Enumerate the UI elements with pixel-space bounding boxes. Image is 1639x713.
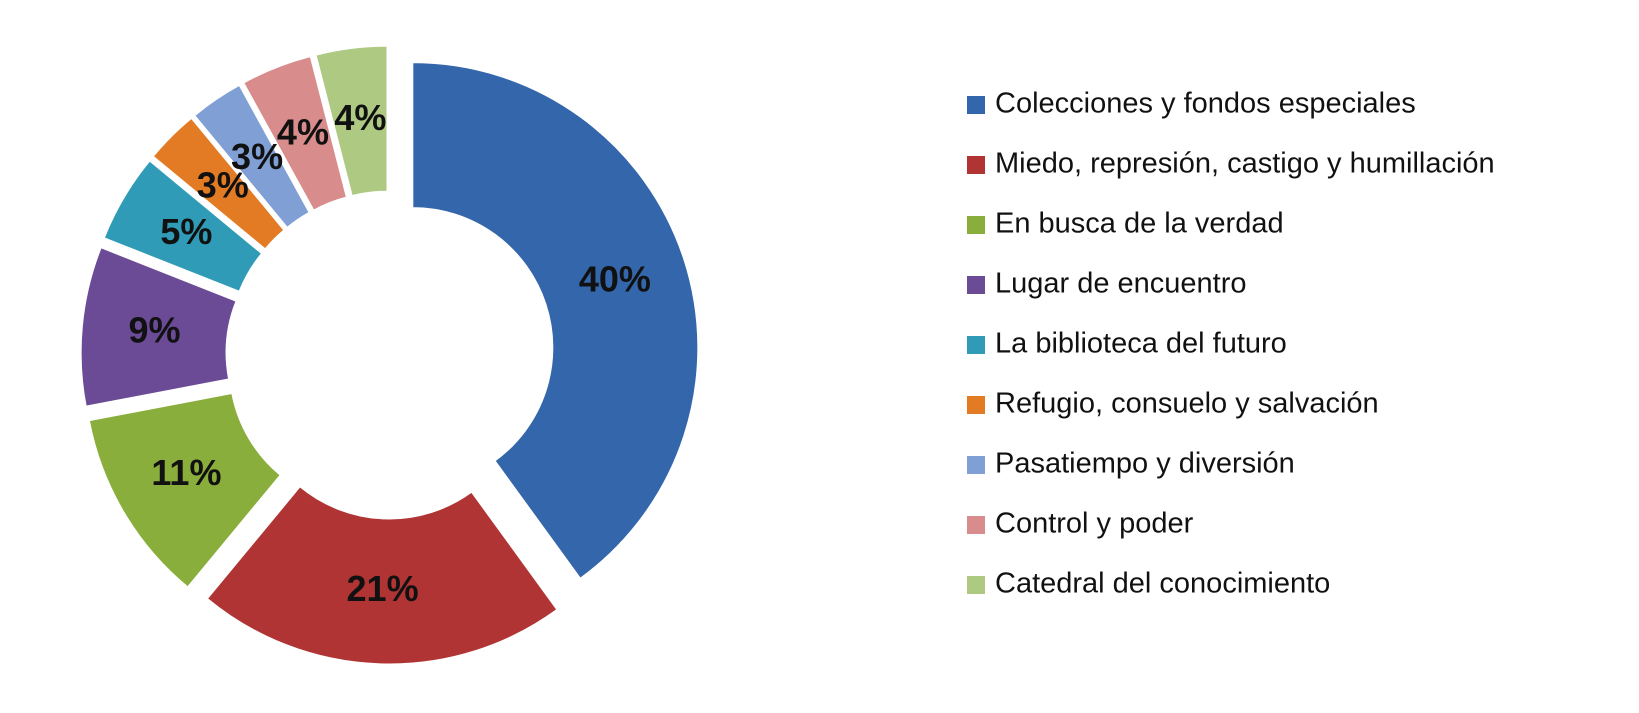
legend-swatch <box>967 156 985 174</box>
donut-slice <box>80 247 237 407</box>
data-label: 3% <box>231 136 283 177</box>
legend-label: La biblioteca del futuro <box>995 328 1287 360</box>
data-label: 21% <box>347 568 419 609</box>
donut-slice <box>88 392 281 588</box>
donut-slice <box>194 84 310 228</box>
legend-swatch <box>967 576 985 594</box>
legend-swatch <box>967 516 985 534</box>
data-label: 40% <box>579 258 651 299</box>
data-label: 9% <box>129 309 181 350</box>
donut-slice <box>412 62 699 579</box>
data-label: 4% <box>334 97 386 138</box>
legend-swatch <box>967 456 985 474</box>
legend-label: Catedral del conocimiento <box>995 568 1330 600</box>
donut-slice <box>315 45 388 197</box>
donut-slice <box>103 160 263 292</box>
data-label: 3% <box>197 164 249 205</box>
legend-label: Miedo, represión, castigo y humillación <box>995 148 1495 180</box>
legend-swatch <box>967 396 985 414</box>
legend-swatch <box>967 336 985 354</box>
data-label: 4% <box>277 112 329 153</box>
legend-swatch <box>967 96 985 114</box>
legend-swatch <box>967 216 985 234</box>
donut-slice <box>243 56 347 211</box>
donut-slice <box>152 117 285 250</box>
legend-swatch <box>967 276 985 294</box>
legend-label: Pasatiempo y diversión <box>995 448 1295 480</box>
legend-label: Refugio, consuelo y salvación <box>995 388 1379 420</box>
data-label: 5% <box>160 211 212 252</box>
legend-label: Control y poder <box>995 508 1194 540</box>
legend-label: Colecciones y fondos especiales <box>995 88 1416 120</box>
donut-slice <box>206 486 558 665</box>
data-label: 11% <box>151 452 221 493</box>
legend-label: Lugar de encuentro <box>995 268 1247 300</box>
legend-label: En busca de la verdad <box>995 208 1284 240</box>
